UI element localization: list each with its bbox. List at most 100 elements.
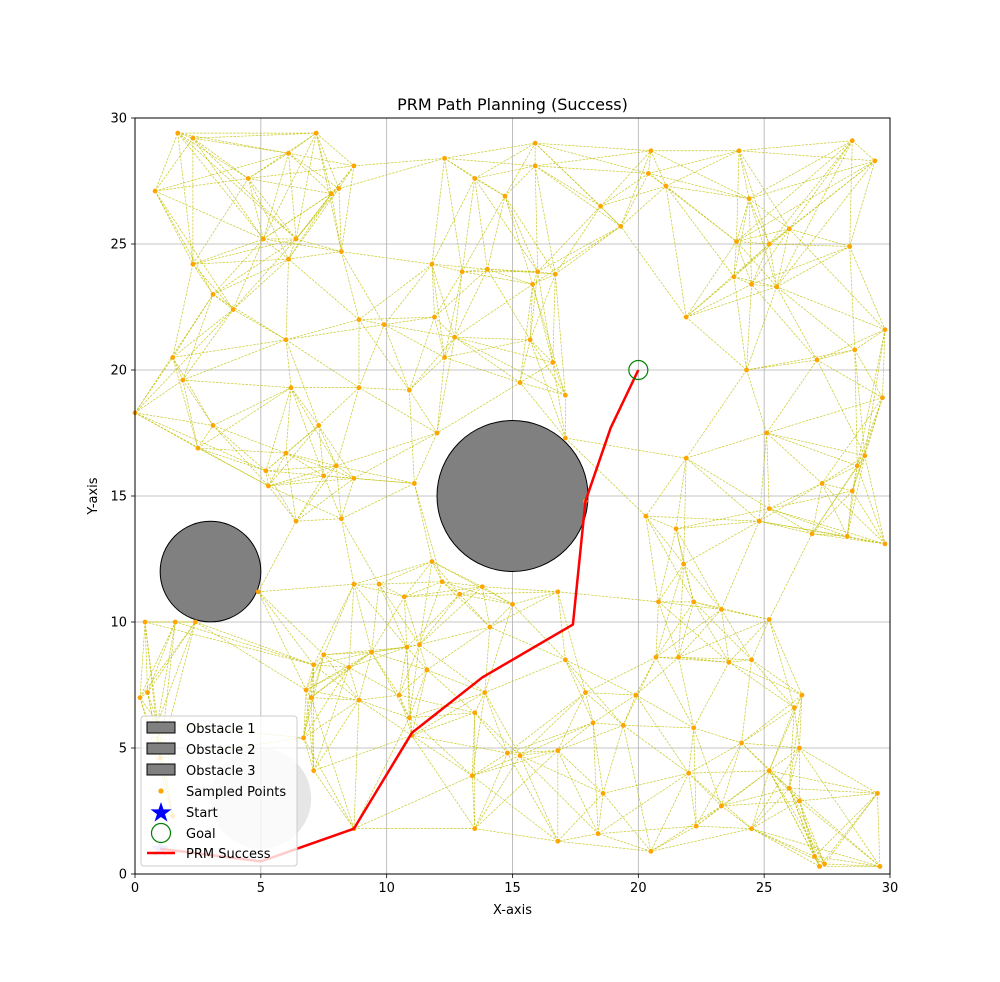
roadmap-edge (733, 241, 737, 277)
roadmap-edge (766, 432, 823, 484)
roadmap-edge (258, 591, 307, 691)
roadmap-edge (529, 339, 566, 439)
roadmap-edge (426, 626, 491, 671)
roadmap-edge (504, 195, 538, 272)
roadmap-edge (788, 747, 800, 789)
roadmap-edge (688, 773, 697, 827)
roadmap-edge (565, 659, 636, 696)
legend-label-obstacle-1: Obstacle 1 (186, 722, 255, 737)
roadmap-edge (155, 178, 249, 192)
sampled-point (766, 506, 772, 511)
roadmap-edge (303, 697, 312, 738)
sampled-point (880, 395, 885, 401)
roadmap-edge (655, 656, 729, 663)
roadmap-edge (751, 770, 770, 829)
roadmap-edge (454, 336, 553, 363)
roadmap-edge (650, 825, 697, 852)
roadmap-edge (529, 339, 554, 363)
sampled-point (369, 649, 374, 655)
roadmap-edge (285, 339, 360, 388)
roadmap-edge (846, 455, 866, 537)
roadmap-edge (404, 593, 460, 598)
roadmap-edge (481, 586, 491, 628)
roadmap-edge (419, 644, 428, 670)
roadmap-edge (247, 178, 264, 240)
roadmap-edge (487, 268, 533, 285)
roadmap-edge (197, 447, 269, 487)
sampled-point (434, 430, 440, 436)
legend: Obstacle 1 Obstacle 2 Obstacle 3 Sampled… (140, 715, 298, 867)
roadmap-edge (419, 561, 433, 645)
roadmap-edge (482, 586, 558, 593)
roadmap-edge (821, 397, 883, 484)
sampled-point (849, 138, 855, 144)
roadmap-edge (288, 152, 340, 189)
roadmap-edge (856, 465, 886, 544)
roadmap-edge (736, 198, 750, 242)
roadmap-edge (379, 581, 443, 585)
roadmap-edge (296, 518, 342, 522)
roadmap-edge (645, 516, 659, 602)
roadmap-edge (474, 165, 536, 179)
roadmap-edge (212, 294, 234, 310)
roadmap-edge (305, 690, 315, 771)
roadmap-edge (751, 828, 820, 867)
roadmap-edge (258, 591, 314, 666)
roadmap-edge (537, 271, 556, 275)
sampled-point (338, 249, 344, 254)
roadmap-edge (535, 142, 649, 174)
sampled-point (799, 692, 805, 698)
roadmap-edge (789, 228, 850, 247)
roadmap-edge (444, 157, 536, 167)
roadmap-edge (408, 316, 435, 391)
roadmap-edge (721, 609, 752, 660)
roadmap-edge (758, 508, 770, 522)
roadmap-edge (738, 150, 750, 199)
roadmap-edge (288, 132, 317, 154)
roadmap-edge (404, 581, 443, 598)
roadmap-edge (768, 160, 876, 245)
roadmap-edge (688, 772, 752, 829)
legend-swatch-goal-circle-icon (150, 822, 172, 844)
roadmap-edge (519, 722, 594, 756)
roadmap-edge (268, 475, 324, 487)
sampled-point (510, 601, 515, 607)
x-tick-label: 25 (756, 881, 773, 896)
roadmap-edge (341, 518, 380, 585)
roadmap-edge (658, 601, 722, 610)
roadmap-edge (197, 387, 292, 449)
roadmap-edge (532, 284, 554, 363)
sampled-point (170, 355, 176, 360)
sampled-point (381, 322, 387, 328)
roadmap-edge (768, 694, 803, 771)
roadmap-edge (776, 286, 886, 331)
sampled-point (774, 284, 780, 290)
sampled-point (686, 770, 692, 776)
roadmap-edge (358, 699, 410, 719)
roadmap-edge (414, 483, 443, 582)
roadmap-edge (378, 561, 433, 585)
roadmap-edge (263, 153, 289, 240)
roadmap-edge (565, 437, 687, 459)
roadmap-edge (507, 750, 558, 754)
roadmap-edge (537, 205, 601, 272)
roadmap-edge (519, 284, 533, 383)
roadmap-edge (192, 258, 289, 265)
roadmap-edge (441, 581, 483, 588)
roadmap-edge (693, 727, 697, 827)
roadmap-edge (285, 452, 355, 479)
roadmap-edge (799, 800, 825, 865)
roadmap-edge (748, 140, 853, 199)
roadmap-edge (854, 329, 886, 351)
roadmap-edge (341, 478, 355, 519)
roadmap-edge (748, 198, 790, 230)
x-tick-label: 15 (504, 881, 521, 896)
roadmap-edge (811, 533, 848, 537)
roadmap-edge (288, 152, 355, 167)
roadmap-edge (406, 594, 460, 648)
sampled-point (406, 715, 412, 721)
sampled-point (683, 314, 689, 320)
roadmap-edge (678, 609, 722, 658)
roadmap-edge (811, 483, 823, 534)
roadmap-edge (484, 659, 566, 693)
